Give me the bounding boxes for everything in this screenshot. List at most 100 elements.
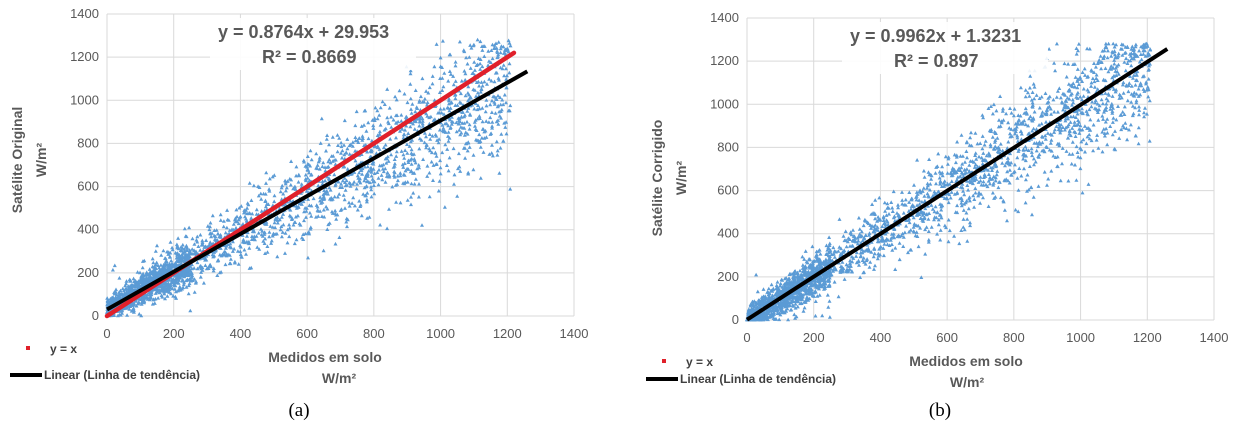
scatter-point xyxy=(392,173,397,177)
scatter-point xyxy=(157,265,162,270)
scatter-point xyxy=(891,189,896,194)
scatter-point xyxy=(459,101,463,105)
scatter-point xyxy=(827,315,832,319)
scatter-point xyxy=(366,120,371,125)
scatter-point xyxy=(1112,49,1117,53)
scatter-point xyxy=(1129,92,1134,96)
scatter-point xyxy=(1022,166,1026,171)
scatter-point xyxy=(1044,120,1048,124)
scatter-point xyxy=(823,257,828,262)
scatter-point xyxy=(1114,117,1119,122)
scatter-point xyxy=(431,118,436,122)
scatter-point xyxy=(198,275,203,279)
scatter-point xyxy=(309,203,314,208)
scatter-point xyxy=(979,192,984,196)
scatter-point xyxy=(1002,178,1007,182)
scatter-point xyxy=(1073,134,1078,138)
scatter-point xyxy=(392,169,397,174)
scatter-point xyxy=(158,283,163,287)
scatter-point xyxy=(269,241,274,245)
scatter-point xyxy=(1102,48,1107,53)
scatter-point xyxy=(106,298,111,303)
scatter-point xyxy=(932,217,936,222)
scatter-point xyxy=(923,252,928,256)
scatter-point xyxy=(1075,92,1080,96)
scatter-point xyxy=(981,115,986,120)
scatter-point xyxy=(302,218,306,223)
scatter-point xyxy=(984,182,988,187)
scatter-point xyxy=(867,231,872,235)
scatter-point xyxy=(1002,208,1007,212)
scatter-point xyxy=(149,277,153,281)
scatter-point xyxy=(161,248,166,253)
scatter-point xyxy=(1067,152,1072,156)
scatter-point xyxy=(759,313,763,318)
scatter-point xyxy=(399,149,404,153)
scatter-point xyxy=(1116,54,1121,58)
scatter-point xyxy=(1049,169,1054,173)
scatter-point xyxy=(224,225,229,230)
scatter-point xyxy=(321,160,326,165)
scatter-point xyxy=(1094,72,1099,77)
scatter-point xyxy=(281,222,286,227)
scatter-point xyxy=(447,116,452,120)
scatter-point xyxy=(348,184,353,188)
scatter-point xyxy=(388,137,393,141)
scatter-point xyxy=(426,90,431,95)
scatter-point xyxy=(1048,106,1053,111)
scatter-point xyxy=(881,214,886,219)
scatter-point xyxy=(325,133,330,137)
scatter-point xyxy=(344,183,349,187)
scatter-point xyxy=(786,317,791,322)
scatter-point xyxy=(1119,127,1124,132)
scatter-point xyxy=(1065,124,1070,129)
scatter-point xyxy=(285,240,290,245)
scatter-point xyxy=(1007,126,1012,130)
scatter-point xyxy=(307,210,312,215)
scatter-point xyxy=(178,248,183,252)
scatter-point xyxy=(424,145,429,150)
scatter-point xyxy=(412,158,417,163)
scatter-point xyxy=(1023,177,1028,182)
scatter-point xyxy=(1011,113,1016,118)
scatter-point xyxy=(482,79,487,84)
scatter-point xyxy=(1089,80,1094,85)
scatter-point xyxy=(444,163,449,167)
scatter-point xyxy=(214,228,219,232)
scatter-point xyxy=(1065,95,1070,100)
x-axis-unit: W/m² xyxy=(322,370,357,386)
scatter-point xyxy=(431,178,435,182)
scatter-point xyxy=(321,207,326,212)
scatter-point xyxy=(506,38,511,43)
scatter-point xyxy=(179,245,183,249)
scatter-point xyxy=(360,134,365,138)
scatter-point xyxy=(973,151,978,155)
scatter-point xyxy=(198,232,203,237)
scatter-point xyxy=(986,204,991,208)
scatter-point xyxy=(1125,137,1130,142)
scatter-point xyxy=(384,161,389,165)
scatter-point xyxy=(890,205,895,210)
scatter-point xyxy=(445,105,450,110)
scatter-point xyxy=(321,248,326,253)
scatter-point xyxy=(1129,84,1134,88)
scatter-point xyxy=(795,270,800,275)
scatter-point xyxy=(1054,95,1059,99)
scatter-point xyxy=(148,293,153,297)
scatter-point xyxy=(270,233,275,238)
scatter-point xyxy=(820,313,825,318)
scatter-point xyxy=(851,256,856,260)
scatter-point xyxy=(403,128,407,132)
scatter-point xyxy=(275,254,280,259)
scatter-point xyxy=(769,311,774,315)
scatter-point xyxy=(872,251,877,256)
scatter-point xyxy=(203,244,208,248)
x-tick-label: 200 xyxy=(163,326,185,341)
scatter-point xyxy=(1045,131,1050,135)
scatter-point xyxy=(973,186,978,190)
scatter-point xyxy=(1026,187,1031,192)
scatter-point xyxy=(343,188,348,192)
scatter-point xyxy=(364,197,369,202)
scatter-point xyxy=(430,134,435,138)
scatter-point xyxy=(417,114,422,119)
